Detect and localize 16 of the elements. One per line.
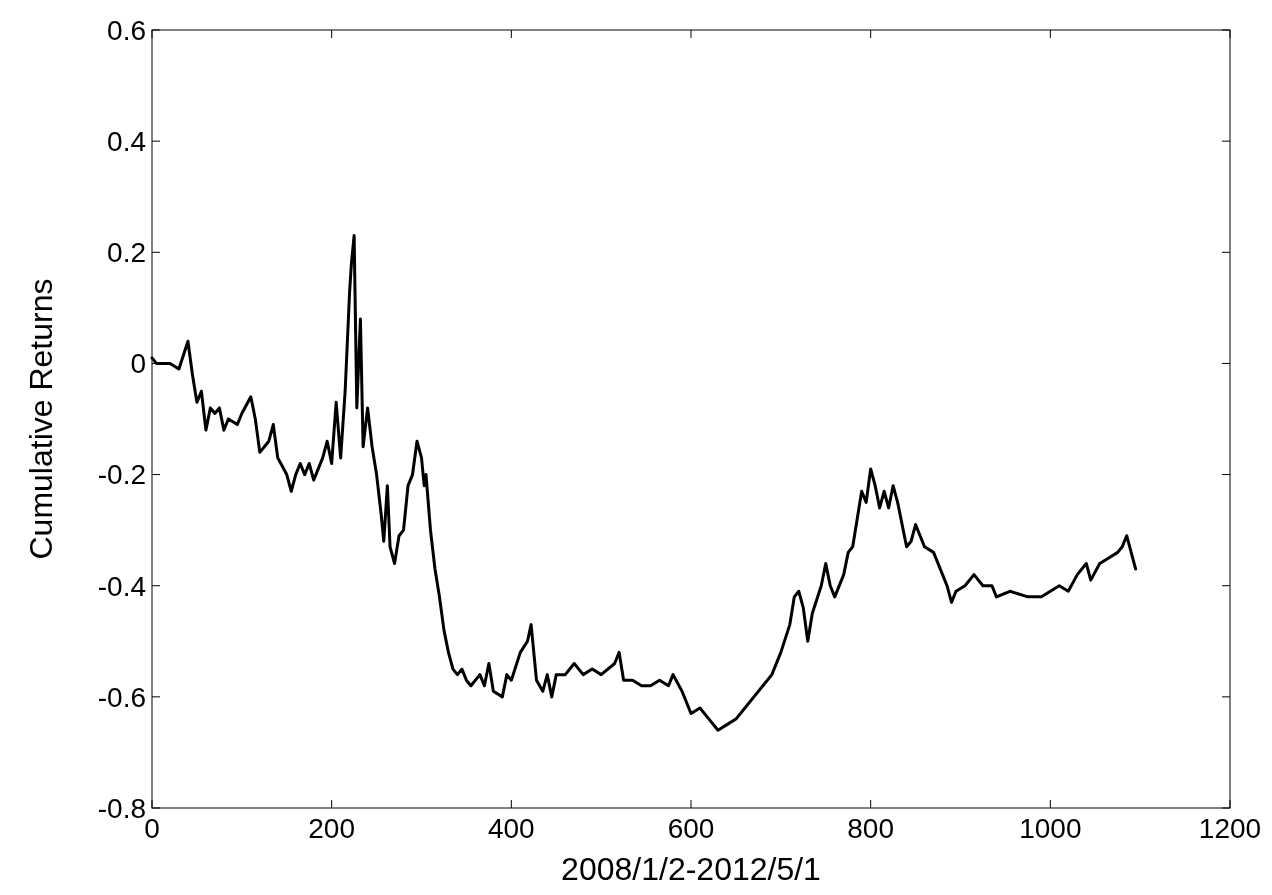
y-tick-label: 0 — [130, 348, 146, 380]
x-tick-label: 600 — [667, 813, 715, 844]
x-tick-label: 1000 — [1019, 813, 1082, 844]
y-tick-label: 0.6 — [107, 14, 146, 46]
y-tick-label: 0.2 — [107, 237, 146, 269]
x-tick-label: 1200 — [1198, 813, 1262, 844]
y-tick-label: -0.8 — [97, 792, 146, 824]
x-tick-label: 400 — [487, 813, 535, 844]
x-tick-label: 200 — [308, 813, 356, 844]
x-axis-title: 2008/1/2-2012/5/1 — [561, 851, 821, 887]
x-tick-label: 800 — [847, 813, 895, 844]
y-axis-title: Cumulative Returns — [23, 278, 59, 560]
y-tick-label: -0.2 — [97, 459, 146, 491]
y-tick-label: -0.4 — [97, 570, 146, 602]
y-tick-label: 0.4 — [107, 125, 146, 157]
y-tick-label: -0.6 — [97, 681, 146, 713]
